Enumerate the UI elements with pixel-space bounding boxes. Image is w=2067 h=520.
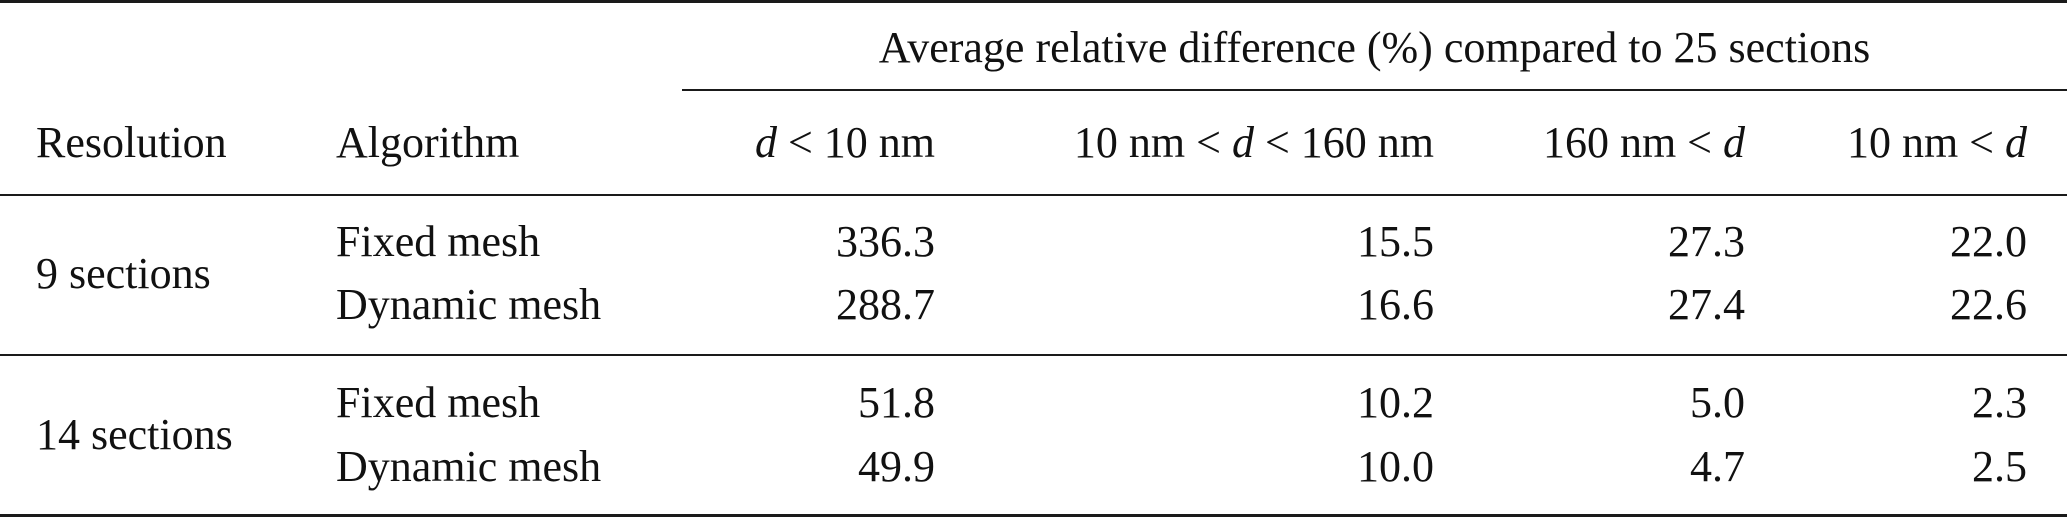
value-cell: 2.5 [1972, 442, 2027, 491]
value-cell: 4.7 [1690, 442, 1745, 491]
value-cell: 15.5 [1357, 217, 1434, 266]
value-cell: 2.3 [1972, 378, 2027, 427]
value-cell: 10.2 [1357, 378, 1434, 427]
value-cell: 16.6 [1357, 280, 1434, 329]
value-cell: 27.4 [1668, 280, 1745, 329]
value-cell: 5.0 [1690, 378, 1745, 427]
algorithm-cell: Fixed mesh [336, 378, 541, 427]
algorithm-cell: Dynamic mesh [336, 442, 602, 491]
header-col-10-lt-d-lt-160: 10 nm < d < 160 nm [1073, 118, 1434, 167]
header-col-d-lt-10: d < 10 nm [754, 118, 935, 167]
bottom-rule [0, 514, 2067, 517]
header-col-160-lt-d: 160 nm < d [1542, 118, 1745, 167]
value-cell: 10.0 [1357, 442, 1434, 491]
header-resolution: Resolution [36, 118, 227, 167]
group-header-rule [682, 89, 2067, 91]
value-cell: 27.3 [1668, 217, 1745, 266]
group-separator-rule [0, 354, 2067, 356]
value-cell: 336.3 [836, 217, 935, 266]
header-algorithm: Algorithm [336, 118, 520, 167]
value-cell: 288.7 [836, 280, 935, 329]
value-cell: 22.0 [1950, 217, 2027, 266]
group-header: Average relative difference (%) compared… [878, 23, 1871, 72]
top-rule [0, 0, 2067, 3]
value-cell: 49.9 [858, 442, 935, 491]
resolution-cell: 14 sections [36, 410, 233, 459]
header-rule [0, 194, 2067, 196]
header-col-10-lt-d: 10 nm < d [1846, 118, 2027, 167]
value-cell: 51.8 [858, 378, 935, 427]
value-cell: 22.6 [1950, 280, 2027, 329]
resolution-cell: 9 sections [36, 249, 211, 298]
algorithm-cell: Dynamic mesh [336, 280, 602, 329]
algorithm-cell: Fixed mesh [336, 217, 541, 266]
